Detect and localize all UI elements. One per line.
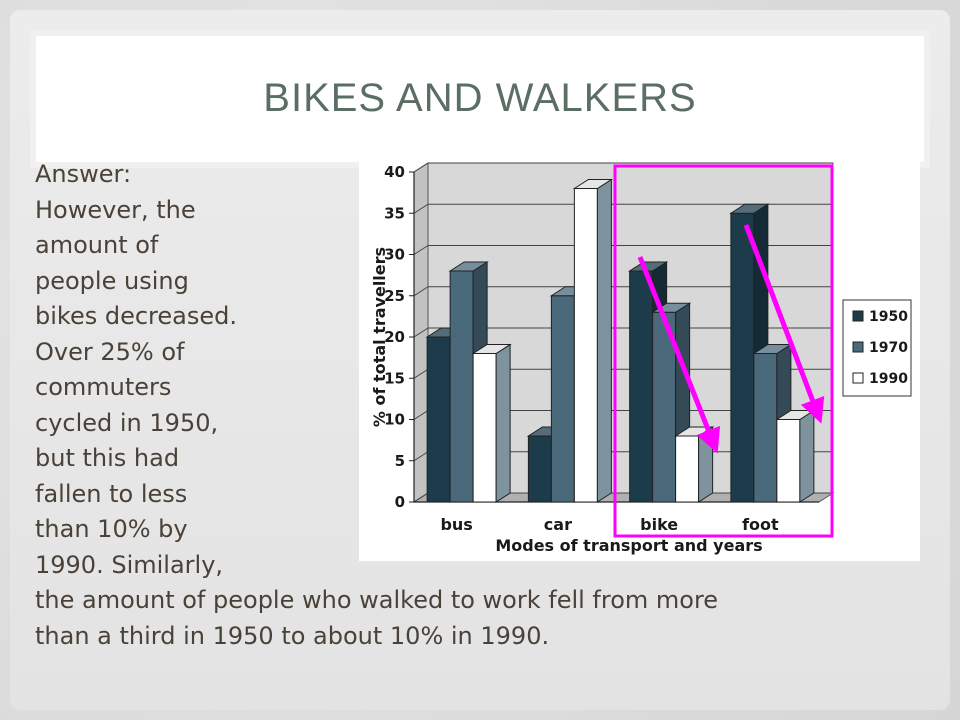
gridline-diagonal: [413, 327, 429, 338]
body-text-line: commuters: [35, 373, 172, 401]
legend-label: 1950: [869, 309, 908, 325]
bar-top-foot-1950: [729, 203, 770, 214]
highlight-box: [613, 164, 834, 538]
y-tick-label: 5: [395, 452, 405, 470]
body-text: Answer: However, the amount of people using…: [35, 157, 915, 654]
legend-swatch-1990: [852, 372, 864, 384]
arrow-foot-decline: [743, 224, 825, 424]
gridline-diagonal: [413, 492, 429, 503]
body-text-line: fallen to less: [35, 479, 188, 508]
gridline-diagonal: [413, 451, 429, 462]
body-text-line: than a third in 1950 to about 10% in 199…: [35, 621, 550, 650]
body-text-line: cycled in 1950,: [35, 408, 219, 437]
title-box: BIKES AND WALKERS: [30, 30, 930, 168]
body-text-line: than 10% by: [35, 515, 188, 543]
body-text-line: the amount of people who walked to work …: [35, 586, 719, 614]
gridline-diagonal: [413, 410, 429, 420]
body-text-line: people using: [35, 266, 189, 295]
x-category-label: foot: [742, 515, 779, 534]
y-tick-label: 30: [384, 246, 405, 264]
legend-label: 1970: [869, 340, 908, 356]
body-text-line: amount of: [35, 231, 159, 259]
chart-container: 0 5 10 15 20 25 30 35 40 bus car bike foot Modes of t…: [359, 157, 920, 561]
y-tick-label: 15: [384, 369, 405, 387]
legend-label: 1990: [869, 371, 908, 387]
bar-top-bus-1990: [471, 344, 512, 354]
x-category-label: bus: [440, 515, 472, 534]
body-text-line: but this had: [35, 444, 180, 472]
gridline-diagonal: [413, 203, 429, 214]
y-tick-label: 25: [384, 287, 405, 305]
x-category-label: bike: [640, 515, 678, 534]
body-text-line: bikes decreased.: [35, 302, 237, 330]
gridline-diagonal: [413, 286, 429, 297]
arrow-bike-decline: [637, 256, 721, 454]
gridline-diagonal: [413, 368, 429, 379]
x-category-label: car: [544, 515, 572, 534]
y-tick-label: 20: [384, 328, 405, 346]
body-text-line: Answer:: [35, 160, 132, 188]
body-text-line: However, the: [35, 195, 196, 224]
bar-top-bus-1970: [448, 261, 489, 272]
bar-top-car-1990: [572, 179, 614, 189]
body-text-line: 1990. Similarly,: [35, 550, 224, 579]
x-axis-title: Modes of transport and years: [495, 536, 762, 555]
gridline-diagonal: [413, 162, 429, 173]
y-axis-title: % of total travellers: [370, 247, 389, 427]
legend-swatch-1950: [852, 310, 864, 322]
y-tick-label: 10: [384, 411, 405, 429]
gridline-diagonal: [413, 245, 429, 255]
body-text-line: Over 25% of: [35, 337, 185, 366]
bar-chart: 0 5 10 15 20 25 30 35 40 bus car bike foot Modes of t…: [370, 162, 912, 555]
legend-swatch-1970: [852, 341, 864, 353]
y-tick-label: 0: [395, 493, 405, 511]
slide-title: BIKES AND WALKERS: [263, 76, 697, 120]
y-tick-label: 40: [384, 163, 405, 181]
y-tick-label: 35: [384, 204, 405, 222]
